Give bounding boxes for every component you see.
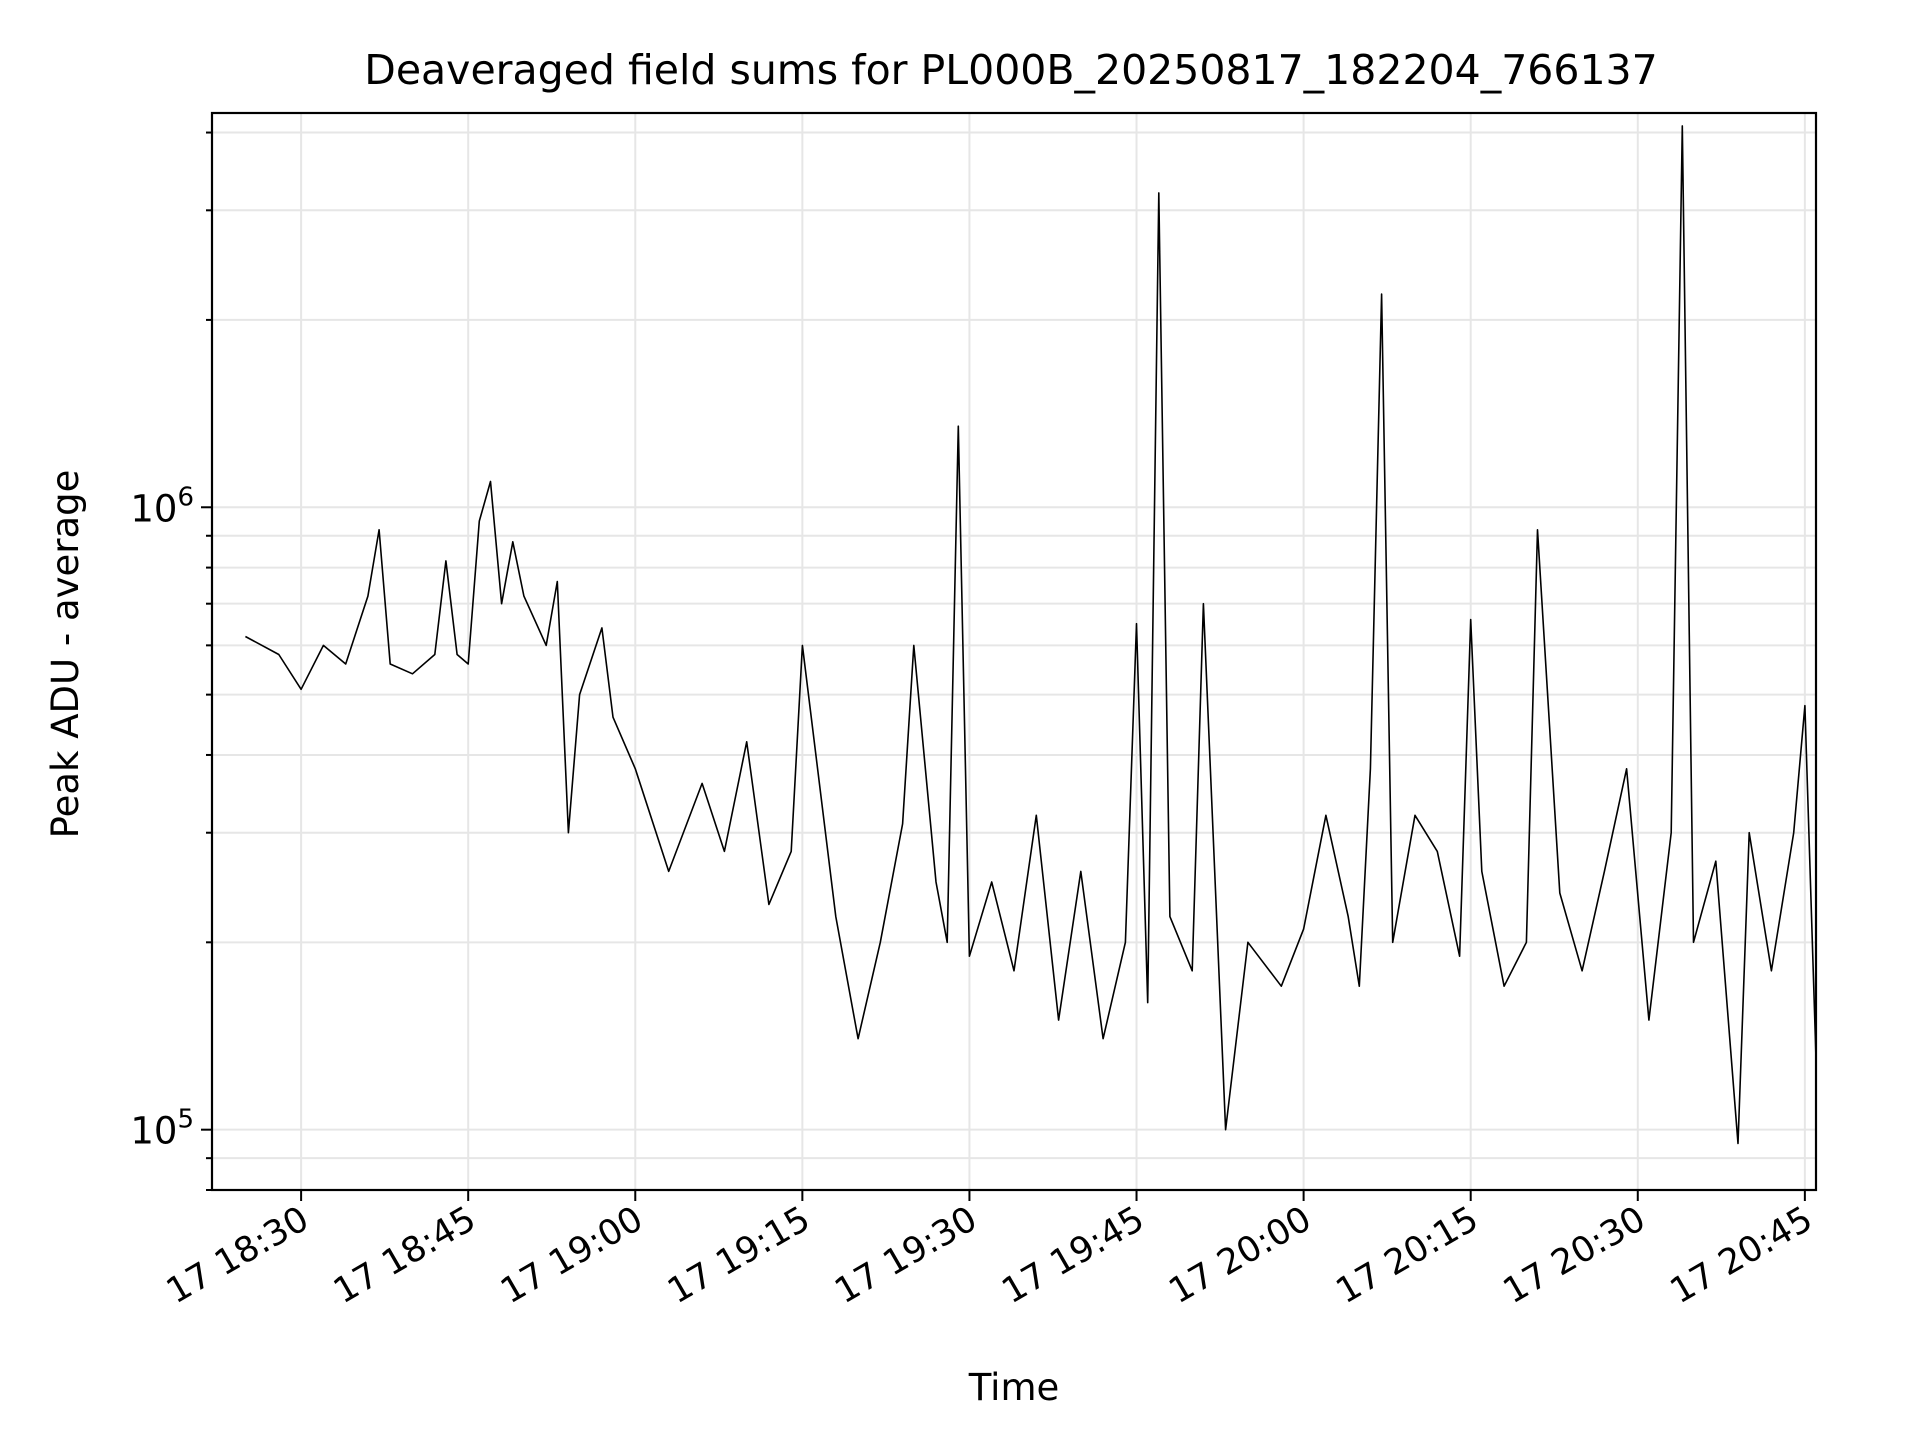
plot-frame [210,111,1818,1192]
chart-title: Deaveraged field sums for PL000B_2025081… [364,46,1657,94]
series-layer [245,125,1817,1145]
y-tick-label: 106 [130,482,194,530]
x-axis-label: Time [968,1366,1060,1409]
y-axis-label: Peak ADU - average [44,470,87,839]
series-line [245,125,1817,1145]
y-tick-label: 105 [130,1105,194,1153]
y-axis: 105 106 [130,131,212,1191]
